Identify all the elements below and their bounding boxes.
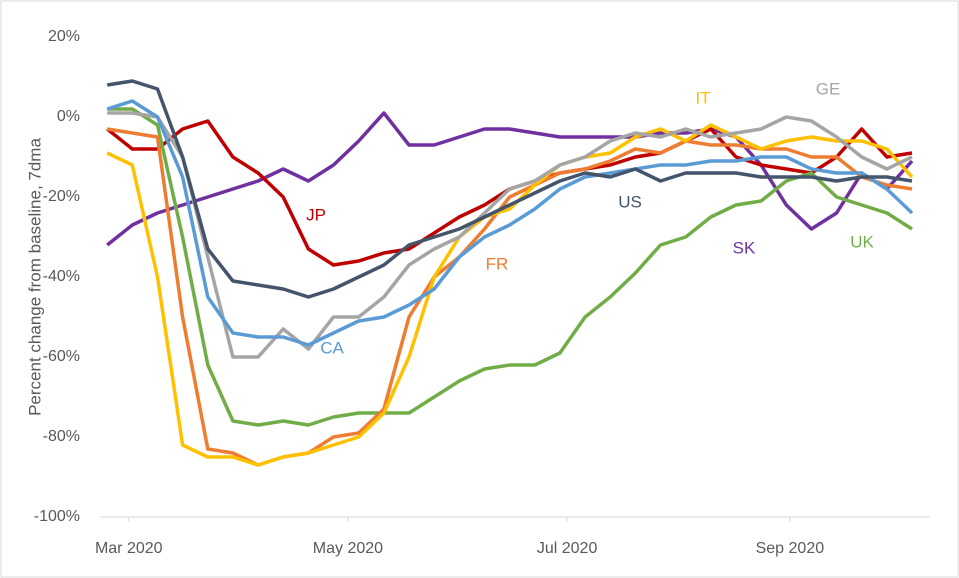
y-tick-label: 0%: [57, 108, 80, 125]
y-tick-label: -20%: [43, 188, 80, 205]
series-line: [107, 107, 913, 427]
y-tick-label: -40%: [43, 268, 80, 285]
y-axis-label: Percent change from baseline, 7dma: [25, 138, 44, 416]
y-tick-label: 20%: [48, 28, 80, 45]
series-label: FR: [486, 254, 509, 273]
series-label: GE: [816, 79, 841, 98]
y-tick-label: -100%: [34, 508, 80, 525]
series-line: [107, 111, 913, 359]
series-line: [106, 123, 914, 467]
x-tick-label: Jul 2020: [537, 540, 598, 557]
series-label: IT: [695, 88, 710, 107]
series-line: [106, 99, 914, 347]
series-line: [106, 127, 913, 467]
y-tick-label: -60%: [43, 348, 80, 365]
series-label: CA: [320, 338, 344, 357]
x-tick-label: May 2020: [313, 540, 383, 557]
series-label: UK: [850, 232, 874, 251]
series-label: JP: [306, 205, 326, 224]
series-line: [106, 79, 913, 299]
series-label: US: [618, 192, 642, 211]
x-tick-label: Sep 2020: [756, 540, 825, 557]
series-label: SK: [733, 238, 756, 257]
x-tick-label: Mar 2020: [95, 540, 163, 557]
y-tick-label: -80%: [43, 428, 80, 445]
series-line: [106, 111, 914, 247]
